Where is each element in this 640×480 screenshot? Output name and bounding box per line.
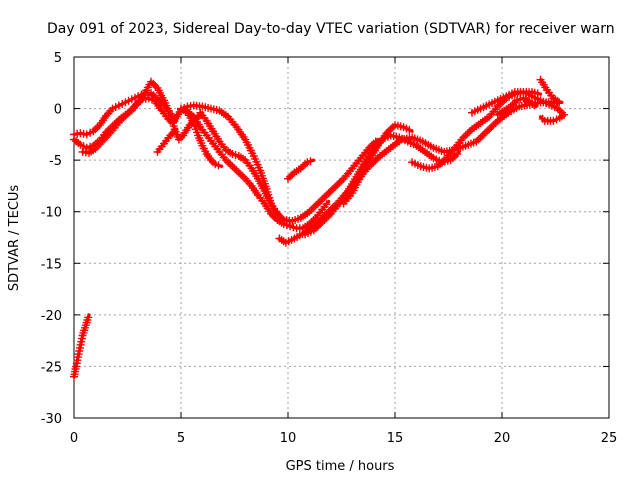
y-tick-label: -25 — [41, 360, 62, 375]
series-arc-14 — [468, 88, 569, 125]
data-point — [84, 313, 93, 322]
data-point — [530, 101, 539, 110]
y-tick-label: 0 — [54, 103, 62, 118]
x-axis-ticks: 0 5 10 15 20 25 — [70, 57, 617, 446]
series-line — [155, 127, 179, 154]
data-point — [538, 114, 547, 123]
series-arc-3 — [70, 77, 205, 152]
series-arc-12 — [339, 121, 414, 208]
data-point — [405, 125, 414, 134]
chart-title: Day 091 of 2023, Sidereal Day-to-day VTE… — [47, 21, 615, 37]
series-arc-15 — [536, 75, 562, 105]
data-point — [553, 97, 562, 105]
x-axis-label: GPS time / hours — [286, 459, 395, 474]
series-arc-7 — [196, 108, 380, 225]
plot-area — [70, 75, 569, 381]
y-tick-label: -5 — [49, 154, 62, 169]
x-tick-label: 10 — [280, 431, 297, 446]
data-point — [170, 127, 179, 136]
y-axis-label: SDTVAR / TECUs — [7, 185, 22, 292]
x-tick-label: 0 — [70, 431, 78, 446]
series-arc-10 — [284, 157, 316, 183]
y-tick-label: 5 — [54, 51, 62, 66]
x-tick-label: 5 — [177, 431, 185, 446]
y-axis-ticks: 5 0 -5 -10 -15 -20 -25 -30 — [41, 51, 609, 427]
series-arc-4 — [78, 94, 282, 218]
plot-frame — [73, 56, 610, 419]
data-point — [453, 150, 462, 158]
series-arc-8 — [153, 127, 179, 156]
data-point — [306, 157, 315, 166]
x-tick-label: 20 — [494, 431, 511, 446]
data-point — [322, 200, 331, 209]
y-tick-label: -15 — [41, 257, 62, 272]
x-tick-label: 25 — [601, 431, 618, 446]
series-arc-1 — [70, 313, 93, 381]
grid-lines — [74, 57, 609, 418]
y-tick-label: -20 — [41, 309, 62, 324]
series-arc-16 — [493, 94, 539, 119]
series-arc-6 — [181, 105, 331, 233]
data-point — [214, 161, 223, 170]
x-tick-label: 15 — [387, 431, 404, 446]
y-tick-label: -30 — [41, 412, 62, 427]
y-tick-label: -10 — [41, 206, 62, 221]
series-line — [198, 111, 380, 223]
